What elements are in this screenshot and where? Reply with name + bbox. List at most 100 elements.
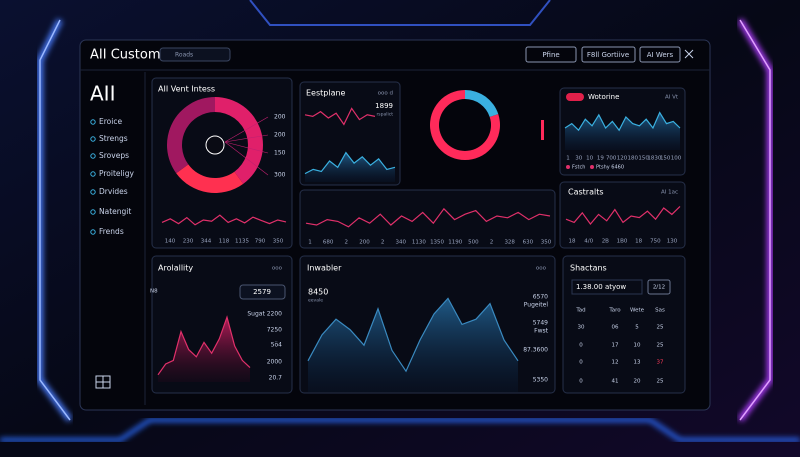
axis-label: 6570: [533, 294, 548, 301]
nav-item: Eroice: [99, 117, 122, 126]
axis-label: 5749: [533, 320, 548, 327]
neon-frame: [0, 0, 800, 442]
panel-note: eevale: [308, 298, 323, 304]
table-cell: 06: [612, 325, 619, 331]
x-tick-label: 10: [586, 156, 593, 162]
badge-value: 2/12: [653, 285, 665, 291]
table-header: Wete: [630, 308, 645, 314]
x-tick-label: 100: [671, 156, 682, 162]
x-tick-label: 18: [569, 239, 576, 245]
search-box[interactable]: [159, 47, 231, 62]
x-tick-label: 1350: [430, 240, 444, 246]
panel-title: AII Vent Intess: [158, 85, 215, 94]
button[interactable]: [581, 46, 636, 63]
nav-dot: [90, 119, 96, 125]
panel-title: Shactans: [570, 264, 607, 273]
button-label: Pfine: [542, 51, 559, 59]
button-label: F8ll Gortiive: [587, 51, 629, 59]
nav-item: Natengit: [99, 207, 131, 216]
x-tick-label: 500: [468, 240, 479, 246]
table-cell: 25: [657, 325, 664, 331]
x-tick-label: 18: [635, 239, 642, 245]
table-header: Taro: [608, 308, 621, 314]
area: [308, 298, 518, 392]
x-tick-label: 1135: [235, 239, 249, 245]
x-tick-label: 1: [308, 240, 312, 246]
x-tick-label: 1130: [412, 240, 426, 246]
x-tick-label: 328: [504, 240, 515, 246]
donut-segment: [176, 164, 244, 193]
accent-bar: [541, 120, 544, 140]
table-cell: 37: [657, 360, 664, 366]
area: [565, 112, 680, 150]
nav-item: Sroveps: [99, 151, 129, 160]
button[interactable]: [639, 46, 681, 63]
badge-box: [647, 279, 671, 295]
panel-value: 1.38.00 atyow: [576, 283, 626, 291]
x-tick-label: 344: [201, 239, 212, 245]
table-cell: 17: [612, 343, 619, 349]
table-header: Sas: [655, 308, 665, 314]
legend-label: Ptshy 6460: [596, 165, 624, 171]
table-cell: 20: [634, 379, 641, 385]
line: [304, 151, 396, 175]
nav-dot: [90, 153, 96, 159]
donut-label: 200: [274, 132, 286, 139]
x-tick-label: 150: [660, 156, 671, 162]
x-tick-label: 118: [219, 239, 230, 245]
x-tick-label: 2: [490, 240, 494, 246]
nav-dot: [90, 171, 96, 177]
x-tick-label: 130: [667, 239, 678, 245]
line: [161, 214, 287, 226]
axis-label: 20.7: [269, 375, 283, 382]
panel: [299, 189, 556, 249]
panel-note: rspalict: [376, 112, 393, 118]
nav-item: Frends: [99, 227, 124, 236]
line: [564, 111, 681, 132]
x-tick-label: 350: [273, 239, 284, 245]
grid-icon[interactable]: [95, 375, 111, 389]
x-tick-label: 140: [165, 239, 176, 245]
axis-label: 87.3600: [523, 347, 548, 354]
nav-item: Drvides: [99, 187, 128, 196]
donut-label: 150: [274, 150, 286, 157]
line: [565, 205, 681, 225]
x-tick-label: 19: [597, 156, 604, 162]
table-cell: 12: [612, 360, 619, 366]
axis-label: Sugat 2200: [247, 311, 282, 318]
x-tick-label: 4/0: [584, 239, 593, 245]
x-tick-label: 1190: [448, 240, 462, 246]
x-tick-label: 230: [183, 239, 194, 245]
donut-segment: [167, 97, 215, 174]
panel-menu: ooo: [272, 266, 283, 272]
close-icon[interactable]: [684, 49, 694, 59]
axis-label: Fwst: [534, 328, 548, 335]
x-tick-label: 1B0: [617, 239, 628, 245]
button[interactable]: [525, 46, 577, 63]
table-cell: 0: [579, 343, 583, 349]
line: [307, 297, 519, 373]
x-tick-label: 340: [396, 240, 407, 246]
leader-line: [224, 141, 269, 176]
legend-swatch: [590, 165, 594, 169]
x-tick-label: 30: [575, 156, 582, 162]
leader-line: [224, 141, 269, 154]
leader-line: [224, 134, 269, 143]
panel-menu: ooo d: [378, 91, 393, 97]
nav-dot: [90, 229, 96, 235]
panel-menu: ooo: [536, 266, 547, 272]
line: [305, 207, 551, 228]
table-cell: 0: [579, 379, 583, 385]
x-tick-label: 200: [359, 240, 370, 246]
nav-dot: [90, 189, 96, 195]
nav-dot: [90, 136, 96, 142]
x-tick-label: 120: [617, 156, 628, 162]
nav-dot: [90, 209, 96, 215]
panel-title: Eestplane: [306, 89, 346, 98]
leader-line: [224, 116, 269, 143]
table-header: Tad: [575, 308, 585, 314]
search-text: Roads: [175, 52, 193, 59]
line: [304, 107, 376, 126]
table-cell: 30: [578, 325, 585, 331]
